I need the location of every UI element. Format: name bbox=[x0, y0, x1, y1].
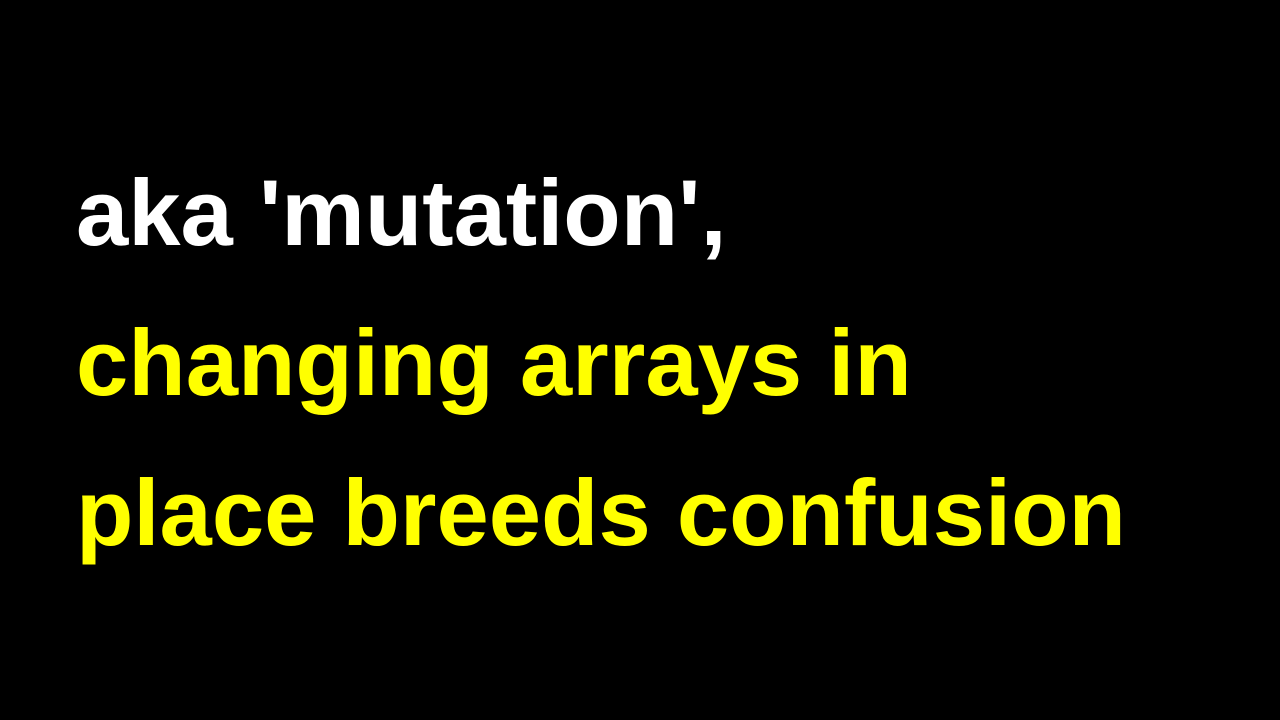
slide-text-line-2: changing arrays in bbox=[76, 310, 912, 415]
slide-text-line-1: aka 'mutation', bbox=[76, 160, 727, 265]
slide-text-line-3: place breeds confusion bbox=[76, 460, 1126, 565]
